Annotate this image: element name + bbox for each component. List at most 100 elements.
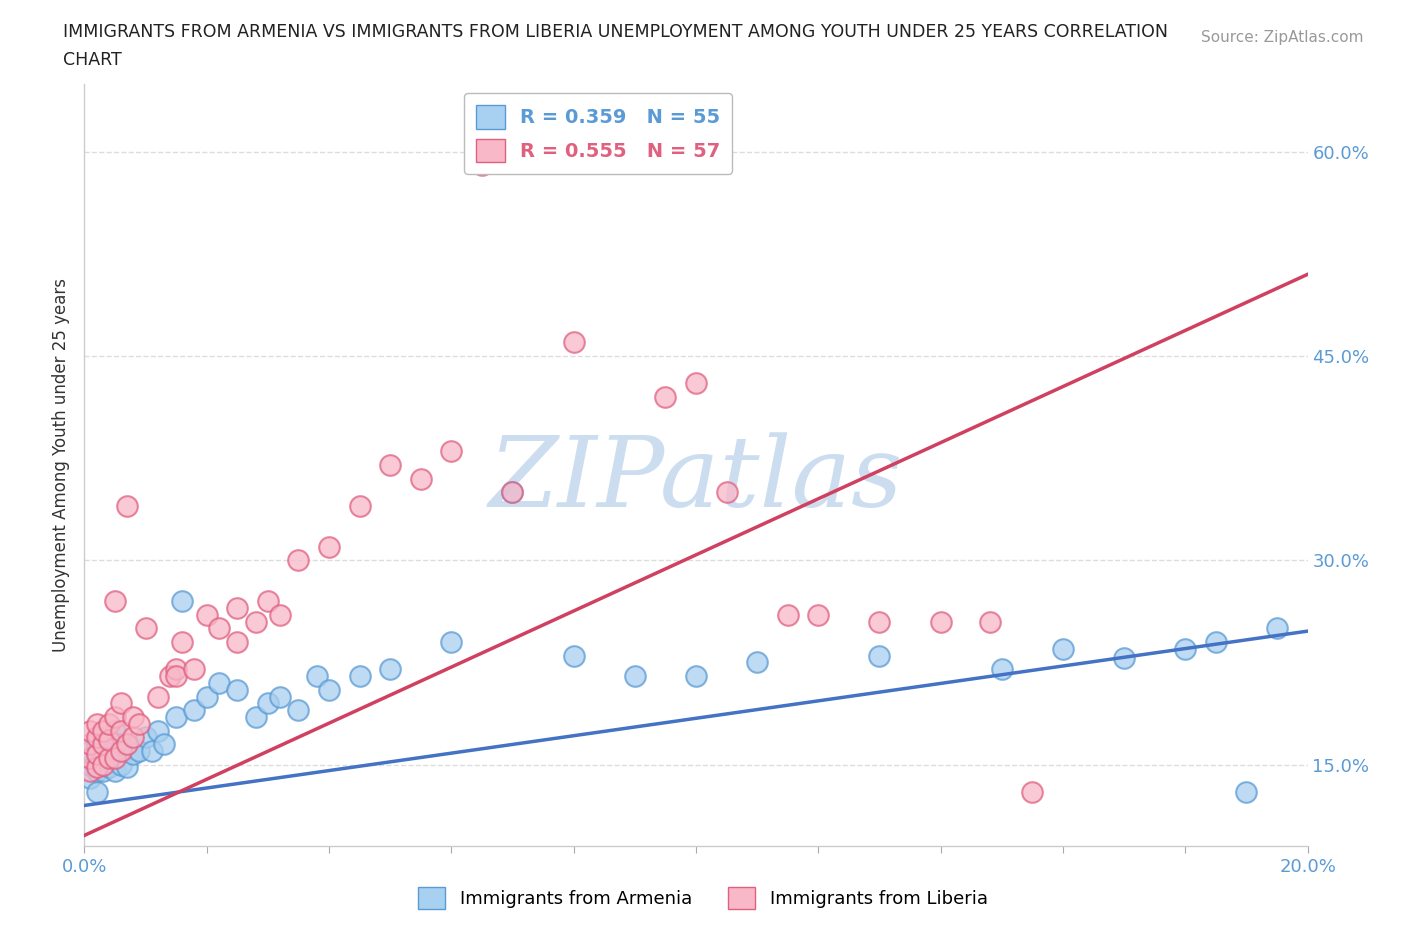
- Point: [226, 601, 249, 616]
- Point: [929, 614, 952, 629]
- Point: [86, 784, 108, 799]
- Point: [128, 744, 150, 759]
- Point: [97, 733, 120, 748]
- Point: [79, 744, 101, 759]
- Point: [165, 662, 187, 677]
- Point: [104, 764, 127, 778]
- Text: CHART: CHART: [63, 51, 122, 69]
- Point: [685, 669, 707, 684]
- Point: [165, 710, 187, 724]
- Point: [195, 607, 218, 622]
- Point: [440, 444, 463, 458]
- Point: [380, 458, 402, 472]
- Point: [172, 593, 194, 608]
- Point: [79, 737, 101, 751]
- Point: [245, 614, 267, 629]
- Point: [257, 696, 280, 711]
- Point: [287, 552, 309, 567]
- Point: [122, 710, 145, 724]
- Point: [349, 498, 371, 513]
- Text: Source: ZipAtlas.com: Source: ZipAtlas.com: [1201, 30, 1364, 45]
- Point: [654, 390, 676, 405]
- Point: [104, 744, 127, 759]
- Legend: Immigrants from Armenia, Immigrants from Liberia: Immigrants from Armenia, Immigrants from…: [411, 880, 995, 916]
- Point: [869, 648, 891, 663]
- Point: [135, 621, 157, 636]
- Point: [1265, 621, 1288, 636]
- Point: [115, 737, 138, 751]
- Point: [991, 662, 1014, 677]
- Point: [110, 696, 132, 711]
- Point: [104, 710, 127, 724]
- Point: [86, 737, 108, 751]
- Point: [104, 593, 127, 608]
- Point: [440, 634, 463, 649]
- Point: [86, 760, 108, 775]
- Point: [869, 614, 891, 629]
- Point: [1236, 784, 1258, 799]
- Point: [183, 662, 205, 677]
- Point: [86, 730, 108, 745]
- Point: [141, 744, 163, 759]
- Point: [159, 669, 181, 684]
- Point: [1205, 634, 1227, 649]
- Point: [79, 751, 101, 765]
- Legend: R = 0.359   N = 55, R = 0.555   N = 57: R = 0.359 N = 55, R = 0.555 N = 57: [464, 93, 733, 174]
- Point: [115, 737, 138, 751]
- Point: [91, 724, 114, 738]
- Point: [208, 621, 231, 636]
- Point: [1021, 784, 1043, 799]
- Point: [226, 634, 249, 649]
- Point: [153, 737, 176, 751]
- Point: [86, 764, 108, 778]
- Point: [409, 472, 432, 486]
- Point: [135, 730, 157, 745]
- Point: [269, 689, 291, 704]
- Point: [97, 760, 120, 775]
- Point: [128, 716, 150, 731]
- Point: [269, 607, 291, 622]
- Point: [318, 539, 340, 554]
- Point: [208, 675, 231, 690]
- Point: [226, 683, 249, 698]
- Point: [380, 662, 402, 677]
- Point: [91, 764, 114, 778]
- Point: [91, 751, 114, 765]
- Point: [86, 746, 108, 761]
- Point: [979, 614, 1001, 629]
- Point: [97, 716, 120, 731]
- Point: [86, 751, 108, 765]
- Point: [1114, 651, 1136, 666]
- Point: [146, 724, 169, 738]
- Point: [195, 689, 218, 704]
- Point: [79, 757, 101, 772]
- Point: [807, 607, 830, 622]
- Point: [115, 498, 138, 513]
- Point: [79, 764, 101, 778]
- Point: [104, 751, 127, 765]
- Point: [104, 724, 127, 738]
- Point: [79, 751, 101, 765]
- Point: [502, 485, 524, 499]
- Point: [122, 746, 145, 761]
- Point: [97, 733, 120, 748]
- Point: [287, 703, 309, 718]
- Point: [91, 730, 114, 745]
- Point: [110, 724, 132, 738]
- Point: [305, 669, 328, 684]
- Point: [172, 634, 194, 649]
- Point: [97, 746, 120, 761]
- Point: [245, 710, 267, 724]
- Point: [502, 485, 524, 499]
- Point: [747, 655, 769, 670]
- Point: [562, 335, 585, 350]
- Point: [79, 724, 101, 738]
- Point: [97, 751, 120, 765]
- Point: [91, 757, 114, 772]
- Point: [1174, 642, 1197, 657]
- Point: [79, 771, 101, 786]
- Point: [349, 669, 371, 684]
- Point: [115, 760, 138, 775]
- Point: [165, 669, 187, 684]
- Point: [716, 485, 738, 499]
